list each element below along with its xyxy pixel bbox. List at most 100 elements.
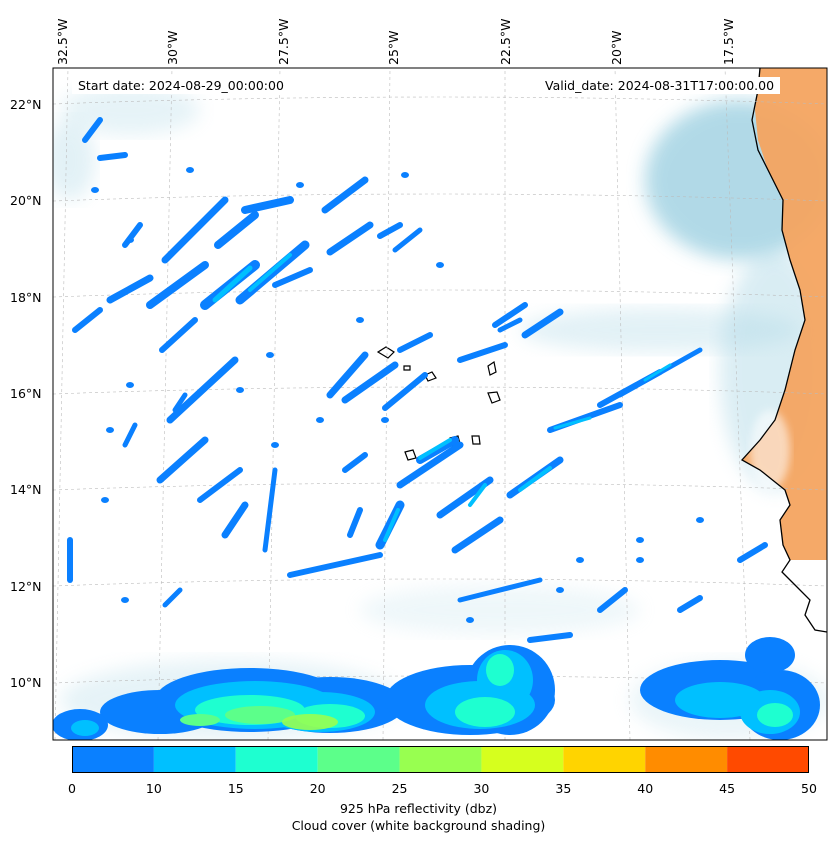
reflectivity-band bbox=[392, 227, 423, 253]
reflectivity-cell bbox=[455, 697, 515, 727]
reflectivity-band bbox=[396, 441, 464, 489]
reflectivity-shading bbox=[53, 117, 820, 740]
colorbar-tick-label: 10 bbox=[145, 781, 162, 796]
reflectivity-band bbox=[457, 577, 543, 603]
reflectivity-cell bbox=[381, 417, 389, 423]
reflectivity-band bbox=[156, 436, 209, 484]
lon-label-20w: 20°W bbox=[609, 30, 624, 65]
reflectivity-band bbox=[82, 117, 103, 143]
colorbar-segment bbox=[72, 746, 154, 773]
reflectivity-band bbox=[146, 261, 209, 309]
lat-label-22n: 22°N bbox=[10, 97, 42, 112]
reflectivity-cell bbox=[436, 262, 444, 268]
reflectivity-cell bbox=[556, 587, 564, 593]
lon-label-32-5w: 32.5°W bbox=[55, 18, 70, 65]
colorbar-tick-label: 25 bbox=[391, 781, 408, 796]
reflectivity-band bbox=[521, 308, 564, 339]
reflectivity-cell bbox=[466, 617, 474, 623]
reflectivity-band bbox=[497, 317, 523, 333]
reflectivity-cell bbox=[186, 167, 194, 173]
reflectivity-band bbox=[383, 508, 400, 542]
reflectivity-cell bbox=[225, 706, 295, 724]
reflectivity-band bbox=[397, 332, 433, 353]
reflectivity-band bbox=[241, 196, 294, 214]
reflectivity-band bbox=[262, 467, 278, 553]
reflectivity-band bbox=[553, 416, 592, 430]
colorbar-tick-label: 40 bbox=[637, 781, 654, 796]
reflectivity-cell bbox=[757, 703, 793, 727]
reflectivity-band bbox=[418, 438, 452, 460]
lon-label-27-5w: 27.5°W bbox=[276, 18, 291, 65]
reflectivity-band bbox=[162, 587, 183, 608]
reflectivity-cell bbox=[696, 517, 704, 523]
reflectivity-cell bbox=[745, 637, 795, 673]
reflectivity-band bbox=[457, 342, 508, 363]
reflectivity-band bbox=[492, 302, 528, 328]
lat-label-12n: 12°N bbox=[10, 579, 42, 594]
reflectivity-band bbox=[106, 274, 154, 304]
reflectivity-band bbox=[161, 196, 229, 264]
colorbar-segment bbox=[317, 746, 400, 773]
colorbar-label-reflectivity: 925 hPa reflectivity (dbz) bbox=[339, 801, 498, 816]
colorbar-tick-label: 30 bbox=[473, 781, 490, 796]
reflectivity-band bbox=[451, 516, 504, 554]
reflectivity-cell bbox=[356, 317, 364, 323]
reflectivity-cell bbox=[106, 427, 114, 433]
reflectivity-cell bbox=[126, 237, 134, 243]
reflectivity-cell bbox=[121, 597, 129, 603]
reflectivity-band bbox=[122, 422, 138, 448]
reflectivity-band bbox=[737, 542, 768, 563]
reflectivity-cell bbox=[576, 557, 584, 563]
reflectivity-cell bbox=[401, 172, 409, 178]
colorbar-segment bbox=[153, 746, 236, 773]
colorbar-segment bbox=[645, 746, 728, 773]
map-frame bbox=[52, 67, 828, 741]
reflectivity-cell bbox=[486, 654, 514, 686]
reflectivity-band bbox=[597, 587, 628, 613]
lon-label-25w: 25°W bbox=[386, 30, 401, 65]
reflectivity-cell bbox=[282, 714, 338, 730]
reflectivity-band bbox=[212, 265, 253, 303]
reflectivity-cell bbox=[126, 382, 134, 388]
reflectivity-band bbox=[382, 372, 428, 411]
reflectivity-band bbox=[326, 221, 374, 256]
colorbar-segment bbox=[563, 746, 646, 773]
reflectivity-cell bbox=[296, 182, 304, 188]
colorbar bbox=[72, 746, 809, 773]
reflectivity-band bbox=[221, 501, 249, 539]
reflectivity-band bbox=[72, 307, 103, 333]
lat-label-14n: 14°N bbox=[10, 482, 42, 497]
lon-label-17-5w: 17.5°W bbox=[721, 18, 736, 65]
reflectivity-cell bbox=[91, 187, 99, 193]
reflectivity-band bbox=[97, 152, 128, 161]
reflectivity-band bbox=[377, 222, 403, 239]
reflectivity-cell bbox=[71, 720, 99, 736]
reflectivity-cell bbox=[266, 352, 274, 358]
reflectivity-band bbox=[527, 632, 573, 643]
reflectivity-cell bbox=[101, 497, 109, 503]
reflectivity-band bbox=[436, 476, 494, 519]
reflectivity-band bbox=[342, 452, 368, 473]
reflectivity-band bbox=[272, 267, 313, 288]
reflectivity-band bbox=[166, 356, 239, 424]
reflectivity-band bbox=[287, 552, 383, 578]
reflectivity-cell bbox=[636, 537, 644, 543]
colorbar-tick-label: 50 bbox=[801, 781, 817, 796]
lat-label-10n: 10°N bbox=[10, 675, 42, 690]
valid-date-label: Valid_date: 2024-08-31T17:00:00.00 bbox=[539, 77, 781, 94]
reflectivity-band bbox=[341, 361, 399, 404]
lat-label-16n: 16°N bbox=[10, 386, 42, 401]
reflectivity-band bbox=[468, 483, 487, 507]
colorbar-tick-label: 0 bbox=[68, 781, 76, 796]
reflectivity-band bbox=[197, 467, 243, 503]
colorbar-tick-label: 15 bbox=[227, 781, 244, 796]
reflectivity-band bbox=[248, 253, 292, 292]
colorbar-segment bbox=[727, 746, 809, 773]
colorbar-segment bbox=[481, 746, 564, 773]
reflectivity-band bbox=[643, 363, 672, 382]
colorbar-tick-label: 35 bbox=[555, 781, 572, 796]
colorbar-segment bbox=[399, 746, 482, 773]
africa-coastline bbox=[740, 68, 827, 633]
reflectivity-band bbox=[326, 351, 369, 399]
reflectivity-cell bbox=[316, 417, 324, 423]
